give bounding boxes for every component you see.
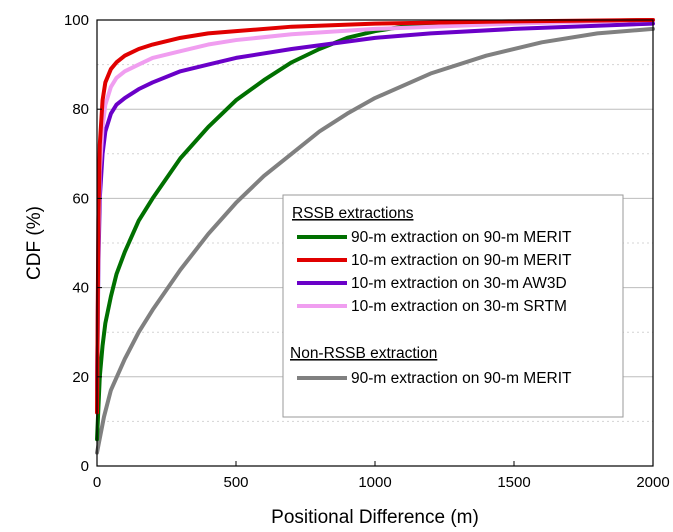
y-tick-label: 100 (64, 12, 89, 29)
x-tick-label: 1500 (497, 474, 530, 491)
series-line-4 (95, 26, 655, 455)
y-tick-label: 60 (72, 190, 89, 207)
legend-heading-non-rssb: Non-RSSB extraction (290, 345, 437, 362)
legend: RSSB extractions 90-m extraction on 90-m… (282, 194, 624, 418)
legend-label-rssb-10m-srtm: 10-m extraction on 30-m SRTM (351, 298, 567, 315)
series-line-1 (95, 18, 655, 415)
x-tick-label: 1000 (358, 474, 391, 491)
series-lines (95, 18, 655, 455)
x-tick-label: 0 (93, 474, 101, 491)
legend-label-rssb-10m-aw3d: 10-m extraction on 30-m AW3D (351, 275, 567, 292)
y-axis-title: CDF (%) (24, 206, 45, 280)
legend-label-rssb-90m-merit: 90-m extraction on 90-m MERIT (351, 229, 572, 246)
x-axis-title: Positional Difference (m) (271, 507, 479, 528)
y-tick-label: 40 (72, 280, 89, 297)
x-tick-label: 2000 (636, 474, 669, 491)
x-axis-ticks: 0 500 1000 1500 2000 (93, 461, 670, 491)
legend-label-non-rssb-90m-merit: 90-m extraction on 90-m MERIT (351, 370, 572, 387)
y-tick-label: 80 (72, 101, 89, 118)
legend-heading-rssb: RSSB extractions (292, 205, 414, 222)
y-tick-label: 0 (81, 458, 89, 475)
x-tick-label: 500 (223, 474, 248, 491)
y-tick-label: 20 (72, 369, 89, 386)
y-axis-ticks: 0 20 40 60 80 100 (64, 12, 102, 475)
legend-label-rssb-10m-merit: 10-m extraction on 90-m MERIT (351, 252, 572, 269)
